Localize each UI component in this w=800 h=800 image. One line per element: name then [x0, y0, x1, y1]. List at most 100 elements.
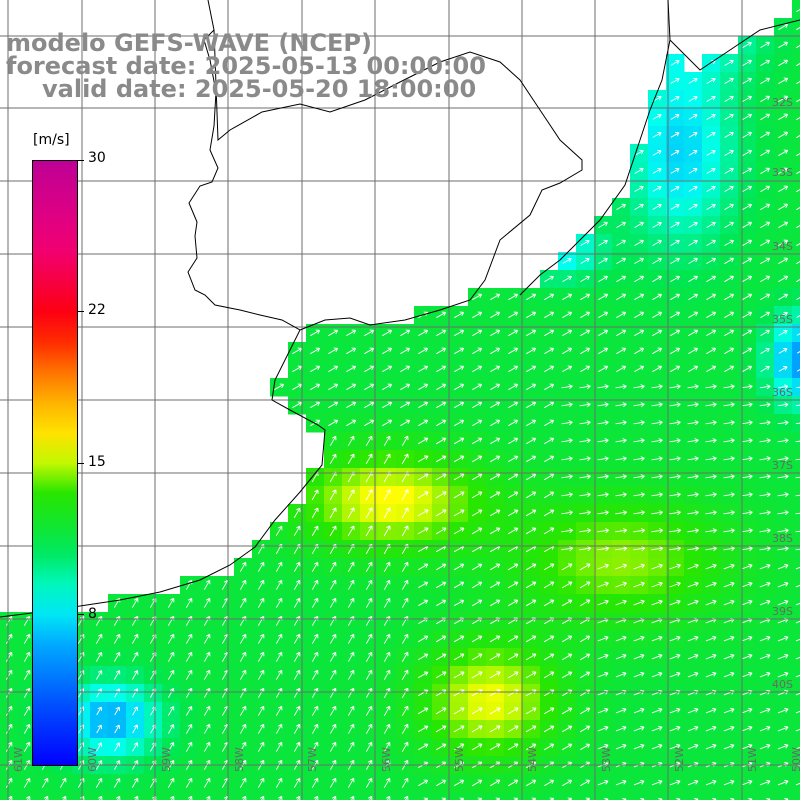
wind-arrow [346, 383, 357, 391]
wind-arrow [561, 402, 573, 408]
wind-arrow [742, 131, 752, 138]
wind-arrow [777, 653, 789, 660]
wind-arrow [311, 723, 319, 734]
wind-arrow [5, 705, 13, 716]
wind-arrow [633, 456, 645, 462]
wind-arrow [597, 420, 609, 426]
wind-arrow [616, 275, 627, 283]
wind-arrow [365, 723, 373, 734]
wind-arrow [741, 563, 753, 570]
wind-speed-cell [288, 792, 307, 800]
wind-arrow [669, 528, 681, 534]
wind-speed-cell [162, 792, 181, 800]
wind-arrow [777, 438, 789, 444]
wind-arrow [453, 779, 465, 787]
wind-arrow [579, 492, 591, 498]
wind-speed-cell [90, 792, 109, 800]
wind-arrow [346, 329, 357, 337]
wind-arrow [633, 474, 645, 480]
wind-arrow [705, 671, 717, 678]
wind-arrow [561, 510, 573, 516]
wind-arrow [347, 723, 355, 734]
wind-arrow [579, 456, 591, 462]
wind-arrow [778, 366, 788, 372]
wind-arrow [670, 203, 680, 210]
wind-arrow [669, 546, 681, 552]
wind-arrow [724, 59, 734, 66]
wind-arrow [688, 275, 698, 283]
wind-arrow [795, 476, 800, 479]
wind-arrow [257, 579, 265, 590]
wind-arrow [778, 384, 789, 390]
wind-arrow [688, 293, 699, 301]
wind-arrow [365, 525, 373, 537]
wind-arrow [471, 491, 483, 499]
wind-arrow [688, 221, 698, 228]
wind-arrow [579, 707, 591, 715]
latitude-label: 33S [772, 166, 793, 179]
wind-arrow [633, 725, 645, 732]
wind-arrow [329, 669, 337, 680]
wind-arrow [543, 509, 555, 517]
wind-arrow [670, 114, 680, 120]
wind-arrow [293, 615, 301, 626]
wind-arrow [597, 671, 609, 678]
wind-arrow [724, 77, 734, 84]
wind-arrow [598, 311, 609, 319]
wind-arrow [561, 546, 574, 552]
wind-arrow [561, 599, 573, 607]
wind-speed-cell [792, 720, 800, 739]
wind-arrow [471, 671, 483, 679]
wind-arrow [311, 597, 319, 608]
wind-arrow [760, 311, 770, 319]
wind-arrow [507, 635, 519, 643]
wind-arrow [669, 779, 681, 786]
wind-arrow [543, 473, 555, 481]
wind-arrow [687, 402, 699, 408]
wind-arrow [688, 185, 698, 192]
wind-arrow [417, 491, 429, 499]
wind-arrow [435, 455, 447, 463]
wind-arrow [759, 528, 771, 534]
wind-arrow [472, 365, 483, 373]
wind-arrow [651, 456, 663, 462]
wind-arrow [724, 275, 735, 283]
wind-arrow [760, 185, 771, 193]
wind-arrow [347, 561, 355, 573]
wind-arrow [203, 723, 211, 734]
wind-arrow [311, 669, 319, 680]
wind-arrow [742, 149, 752, 156]
wind-speed-cell [792, 0, 800, 19]
wind-arrow [418, 401, 429, 409]
wind-arrow [401, 435, 409, 447]
wind-arrow [579, 546, 592, 552]
wind-arrow [741, 528, 753, 534]
wind-arrow [633, 510, 645, 516]
wind-arrow [401, 723, 409, 735]
wind-arrow [561, 474, 573, 480]
wind-arrow [508, 401, 519, 409]
wind-arrow [544, 779, 555, 787]
wind-arrow [741, 420, 753, 426]
wind-arrow [688, 150, 698, 156]
wind-arrow [724, 149, 734, 156]
wind-arrow [742, 59, 752, 66]
wind-arrow [435, 653, 447, 661]
wind-arrow [777, 492, 789, 498]
wind-arrow [741, 725, 753, 732]
wind-arrow [580, 293, 591, 301]
wind-speed-cell [792, 774, 800, 793]
wind-arrow [795, 566, 800, 570]
wind-arrow [489, 743, 501, 751]
wind-arrow [383, 705, 391, 717]
wind-arrow [561, 707, 573, 715]
wind-arrow [652, 113, 662, 120]
wind-arrow [759, 707, 771, 714]
wind-arrow [706, 239, 716, 246]
wind-arrow [706, 257, 716, 264]
wind-arrow [347, 579, 355, 590]
wind-arrow [597, 725, 609, 732]
wind-arrow [598, 239, 608, 246]
wind-arrow [669, 725, 681, 732]
wind-arrow [723, 581, 735, 588]
